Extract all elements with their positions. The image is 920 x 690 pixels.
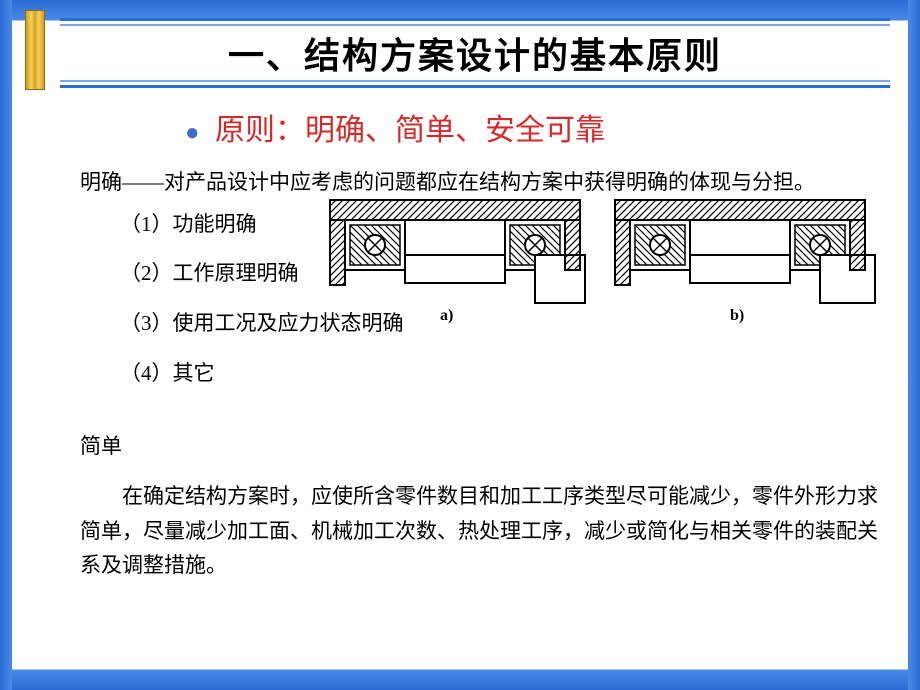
- bullet-icon: ●: [185, 120, 200, 146]
- list-item-4: （4）其它: [120, 356, 880, 392]
- subtitle: ● 原则：明确、简单、安全可靠: [185, 105, 605, 149]
- page-title: 一、结构方案设计的基本原则: [228, 27, 722, 79]
- title-banner: 一、结构方案设计的基本原则: [60, 18, 890, 88]
- left-border: [0, 0, 12, 690]
- bearing-diagram: a) b): [320, 195, 880, 325]
- diagram-label-a: a): [440, 307, 453, 325]
- gold-accent: [25, 10, 45, 90]
- subtitle-content: 明确、简单、安全可靠: [305, 114, 605, 147]
- subtitle-label: 原则：: [215, 114, 305, 147]
- right-border: [908, 0, 920, 690]
- diagram-label-b: b): [730, 307, 744, 325]
- intro-dash: ——: [122, 170, 164, 194]
- diagram-svg: [320, 195, 880, 325]
- section2-label: 简单: [80, 429, 880, 465]
- intro-text: 对产品设计中应考虑的问题都应在结构方案中获得明确的体现与分担。: [164, 170, 815, 194]
- intro-term: 明确: [80, 170, 122, 194]
- section2-body: 在确定结构方案时，应使所含零件数目和加工工序类型尽可能减少，零件外形力求简单，尽…: [80, 479, 880, 583]
